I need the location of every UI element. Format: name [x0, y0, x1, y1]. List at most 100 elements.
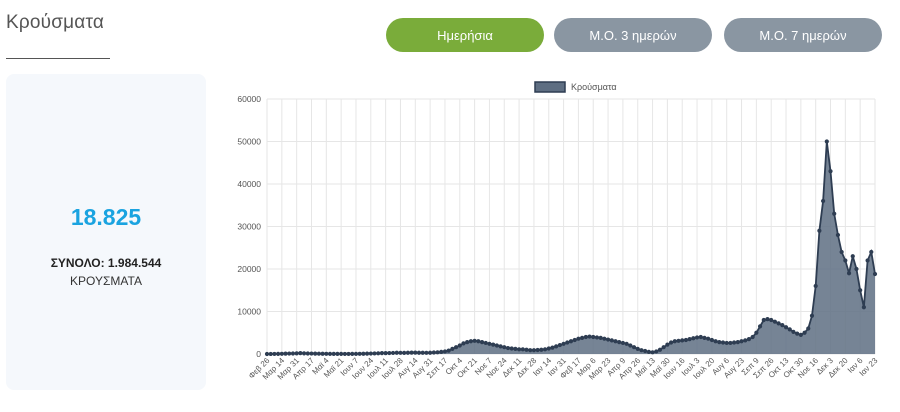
data-point[interactable] [631, 345, 637, 350]
data-point[interactable] [294, 351, 299, 356]
data-point[interactable] [287, 351, 292, 356]
data-point[interactable] [587, 334, 592, 339]
data-point[interactable] [394, 350, 399, 355]
data-point[interactable] [465, 340, 470, 345]
data-point[interactable] [835, 232, 841, 238]
data-point[interactable] [635, 346, 640, 351]
data-point[interactable] [872, 271, 878, 277]
data-point[interactable] [820, 198, 826, 204]
data-point[interactable] [609, 338, 614, 343]
data-point[interactable] [650, 350, 655, 355]
data-point[interactable] [858, 288, 863, 293]
data-point[interactable] [557, 342, 562, 348]
data-point[interactable] [854, 266, 859, 272]
data-point[interactable] [661, 345, 666, 350]
data-point[interactable] [461, 341, 466, 346]
data-point[interactable] [409, 350, 414, 355]
data-point[interactable] [524, 347, 529, 352]
data-point[interactable] [668, 340, 674, 345]
data-point[interactable] [368, 351, 373, 356]
data-point[interactable] [850, 254, 855, 259]
data-point[interactable] [298, 351, 303, 356]
data-point[interactable] [364, 351, 370, 356]
data-point[interactable] [795, 331, 800, 336]
data-point[interactable] [809, 313, 815, 318]
data-point[interactable] [839, 249, 844, 255]
data-point[interactable] [420, 350, 425, 355]
data-point[interactable] [843, 258, 848, 263]
data-point[interactable] [832, 211, 837, 216]
data-point[interactable] [783, 325, 789, 330]
data-point[interactable] [357, 351, 362, 356]
data-point[interactable] [732, 340, 737, 345]
data-point[interactable] [491, 342, 496, 347]
data-point[interactable] [313, 351, 318, 356]
data-point[interactable] [339, 351, 344, 356]
data-point[interactable] [865, 258, 870, 263]
data-point[interactable] [646, 349, 651, 354]
data-point[interactable] [713, 339, 718, 344]
data-point[interactable] [869, 249, 874, 255]
data-point[interactable] [702, 335, 707, 340]
data-point[interactable] [305, 351, 310, 356]
data-point[interactable] [379, 351, 385, 356]
data-point[interactable] [639, 348, 644, 353]
data-point[interactable] [591, 334, 596, 340]
data-point[interactable] [761, 317, 766, 323]
data-point[interactable] [687, 337, 692, 342]
data-point[interactable] [613, 339, 618, 344]
data-point[interactable] [457, 343, 462, 348]
data-point[interactable] [817, 228, 822, 233]
data-point[interactable] [605, 337, 611, 342]
data-point[interactable] [528, 348, 533, 353]
data-point[interactable] [479, 340, 485, 345]
data-point[interactable] [476, 339, 481, 344]
data-point[interactable] [624, 341, 629, 346]
data-point[interactable] [550, 345, 555, 350]
data-point[interactable] [424, 350, 429, 355]
data-point[interactable] [320, 351, 325, 356]
data-point[interactable] [283, 351, 288, 356]
data-point[interactable] [602, 336, 607, 341]
tab-7-day-average[interactable]: Μ.Ο. 7 ημερών [724, 18, 882, 52]
data-point[interactable] [502, 345, 507, 350]
data-point[interactable] [276, 351, 281, 356]
data-point[interactable] [620, 340, 626, 346]
data-point[interactable] [743, 338, 748, 343]
data-point[interactable] [505, 345, 511, 351]
data-point[interactable] [346, 351, 351, 357]
data-point[interactable] [498, 344, 503, 349]
data-point[interactable] [665, 342, 670, 347]
data-point[interactable] [776, 321, 781, 326]
data-point[interactable] [446, 348, 451, 353]
data-point[interactable] [565, 340, 570, 345]
data-point[interactable] [746, 337, 752, 342]
data-point[interactable] [264, 351, 270, 357]
data-point[interactable] [439, 349, 444, 354]
data-point[interactable] [331, 351, 336, 356]
data-point[interactable] [483, 340, 488, 346]
data-point[interactable] [798, 332, 803, 337]
data-point[interactable] [290, 351, 296, 356]
data-point[interactable] [513, 346, 518, 351]
data-point[interactable] [735, 340, 740, 345]
data-point[interactable] [698, 334, 703, 340]
data-point[interactable] [706, 336, 711, 341]
data-point[interactable] [628, 343, 633, 348]
data-point[interactable] [787, 327, 792, 332]
data-point[interactable] [372, 351, 377, 356]
tab-daily[interactable]: Ημερήσια [386, 18, 544, 52]
data-point[interactable] [301, 351, 307, 356]
data-point[interactable] [720, 340, 726, 345]
data-point[interactable] [402, 350, 407, 355]
data-point[interactable] [335, 351, 340, 356]
data-point[interactable] [468, 339, 474, 344]
data-point[interactable] [598, 335, 603, 340]
data-point[interactable] [617, 340, 622, 345]
data-point[interactable] [780, 323, 785, 328]
data-point[interactable] [316, 351, 322, 356]
data-point[interactable] [757, 324, 763, 329]
data-point[interactable] [750, 334, 755, 340]
data-point[interactable] [390, 350, 396, 356]
data-point[interactable] [657, 347, 663, 352]
